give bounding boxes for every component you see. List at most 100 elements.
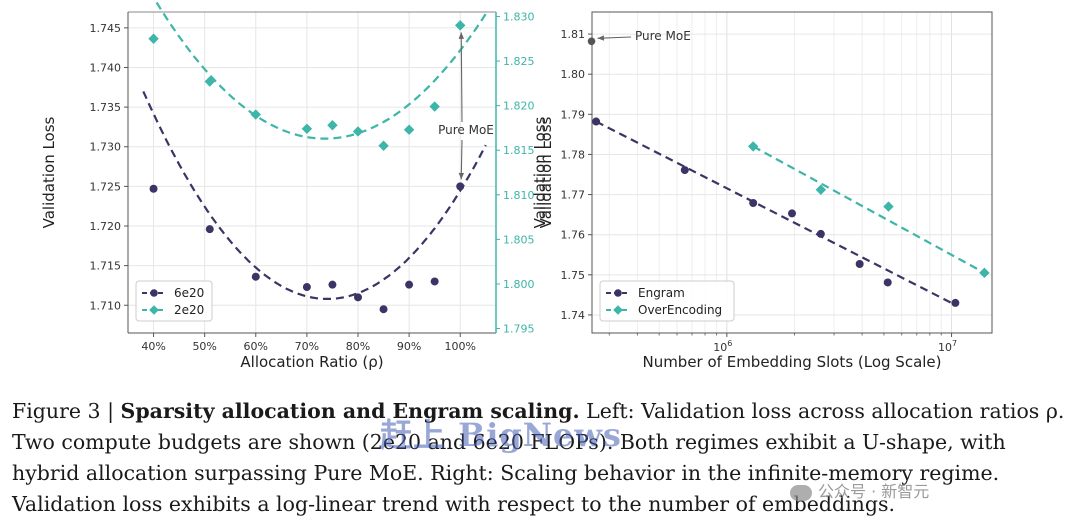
data-point-2e20 bbox=[352, 126, 364, 137]
x-tick-label: 90% bbox=[397, 340, 421, 353]
data-point-Engram bbox=[816, 229, 825, 238]
data-point-Engram bbox=[592, 117, 601, 126]
data-point-2e20 bbox=[204, 76, 215, 87]
wechat-icon bbox=[790, 484, 812, 501]
y-axis-title-right: Validation Loss bbox=[537, 116, 555, 228]
legend-marker bbox=[614, 289, 622, 297]
legend-marker bbox=[150, 289, 158, 297]
legend-label-OverEncoding: OverEncoding bbox=[638, 303, 722, 317]
data-point-6e20 bbox=[302, 283, 311, 292]
annotation-arrowhead bbox=[597, 35, 605, 41]
y-tick-label-left: 1.710 bbox=[90, 299, 122, 312]
y-tick-label: 1.76 bbox=[561, 229, 586, 242]
data-point-OverEncoding bbox=[883, 201, 894, 212]
data-point-Engram bbox=[680, 166, 689, 175]
y-tick-label-left: 1.725 bbox=[90, 180, 122, 193]
annotation-arrowhead bbox=[458, 172, 465, 180]
fit-curve-6e20 bbox=[142, 90, 487, 300]
y-axis-title-left: Validation Loss bbox=[40, 116, 58, 228]
y-tick-label-right: 1.830 bbox=[503, 10, 535, 23]
data-point-6e20 bbox=[251, 272, 260, 281]
y-tick-label: 1.74 bbox=[561, 309, 586, 322]
data-point-Engram bbox=[883, 278, 892, 287]
data-point-6e20 bbox=[205, 225, 214, 234]
data-point-2e20 bbox=[429, 101, 440, 112]
fit-line-OverEncoding bbox=[752, 145, 985, 274]
y-tick-label-right: 1.795 bbox=[503, 323, 535, 336]
data-point-6e20 bbox=[379, 305, 388, 314]
data-point-6e20 bbox=[456, 182, 465, 191]
data-point-6e20 bbox=[149, 184, 158, 193]
y-tick-label-left: 1.730 bbox=[90, 141, 122, 154]
annotation-arrowhead bbox=[458, 32, 465, 39]
data-point-Engram bbox=[749, 198, 758, 207]
annotation-pure-moe: Pure MoE bbox=[438, 123, 494, 137]
y-tick-label: 1.80 bbox=[561, 68, 586, 81]
x-tick-label: 50% bbox=[192, 340, 216, 353]
x-axis-title: Allocation Ratio (ρ) bbox=[240, 353, 383, 371]
y-tick-label-left: 1.720 bbox=[90, 220, 122, 233]
x-tick-exponent: 7 bbox=[952, 339, 957, 348]
legend-label-6e20: 6e20 bbox=[174, 286, 204, 300]
data-point-2e20 bbox=[250, 109, 261, 120]
x-tick-label: 60% bbox=[244, 340, 268, 353]
y-axis-title: Validation Loss bbox=[531, 116, 549, 228]
plot-frame bbox=[591, 11, 993, 334]
x-tick-base: 10 bbox=[938, 341, 952, 354]
data-point-OverEncoding bbox=[815, 184, 827, 195]
data-point-OverEncoding bbox=[747, 141, 759, 152]
data-point-6e20 bbox=[328, 280, 337, 289]
y-tick-label-right: 1.820 bbox=[503, 100, 535, 113]
figure-charts: 40% 50% 60% 70% 80% 90% 100% 1.710 1.715 1.720 1.7… bbox=[40, 0, 993, 371]
x-tick-exponent: 6 bbox=[727, 339, 732, 348]
data-point-Engram bbox=[855, 259, 864, 268]
x-tick-base: 10 bbox=[713, 341, 727, 354]
x-tick-label: 70% bbox=[295, 340, 319, 353]
caption-bold: Sparsity allocation and Engram scaling. bbox=[120, 399, 580, 423]
y-tick-label-right: 1.825 bbox=[503, 55, 535, 68]
left-chart: 40% 50% 60% 70% 80% 90% 100% 1.710 1.715 1.720 1.7… bbox=[40, 0, 555, 371]
legend-marker bbox=[613, 305, 623, 315]
data-point-6e20 bbox=[430, 277, 439, 286]
y-tick-label: 1.77 bbox=[561, 189, 586, 202]
data-point-6e20 bbox=[354, 293, 362, 302]
caption-body: Left: Validation loss across allocation … bbox=[12, 399, 1065, 516]
figure-caption: Figure 3 | Sparsity allocation and Engra… bbox=[12, 396, 1074, 520]
y-tick-label: 1.75 bbox=[561, 269, 586, 282]
data-point-2e20 bbox=[301, 123, 313, 135]
data-point-2e20 bbox=[403, 124, 415, 135]
data-point-pure-moe bbox=[587, 37, 596, 46]
wechat-watermark-text: 公众号 · 新智元 bbox=[818, 482, 930, 501]
data-point-2e20 bbox=[327, 120, 338, 131]
legend-marker bbox=[149, 305, 159, 315]
fit-curve-2e20 bbox=[153, 0, 487, 140]
y-tick-label: 1.78 bbox=[561, 148, 586, 161]
data-point-2e20 bbox=[148, 33, 159, 44]
annotation-arrow bbox=[460, 139, 463, 180]
y-tick-label-right: 1.815 bbox=[503, 144, 535, 157]
data-point-OverEncoding bbox=[979, 267, 990, 279]
data-point-Engram bbox=[951, 298, 960, 307]
annotation-pure-moe: Pure MoE bbox=[635, 29, 691, 43]
x-tick-label: 100% bbox=[444, 340, 475, 353]
watermark: 赶上 BigNews bbox=[380, 416, 622, 454]
right-chart: 106 1071.741.751.761.771.781.791.801.81Nu… bbox=[531, 11, 993, 371]
y-tick-label-left: 1.745 bbox=[90, 22, 122, 35]
legend-label-2e20: 2e20 bbox=[174, 303, 204, 317]
x-tick-label: 40% bbox=[141, 340, 165, 353]
annotation-arrow bbox=[460, 32, 463, 123]
data-point-6e20 bbox=[405, 280, 414, 289]
y-tick-label-right: 1.805 bbox=[503, 233, 535, 246]
data-point-2e20 bbox=[455, 20, 466, 31]
legend-box bbox=[599, 280, 735, 322]
x-tick-label: 107 bbox=[938, 339, 957, 354]
x-tick-label: 80% bbox=[346, 340, 370, 353]
data-point-2e20 bbox=[378, 140, 389, 151]
y-tick-label-right: 1.810 bbox=[503, 189, 535, 202]
caption-prefix: Figure 3 | bbox=[12, 399, 121, 423]
y-tick-label-left: 1.715 bbox=[90, 260, 122, 273]
y-tick-label-right: 1.800 bbox=[503, 278, 535, 291]
legend-label-Engram: Engram bbox=[638, 286, 685, 300]
y-tick-label-left: 1.735 bbox=[90, 101, 122, 114]
y-tick-label: 1.79 bbox=[561, 108, 586, 121]
